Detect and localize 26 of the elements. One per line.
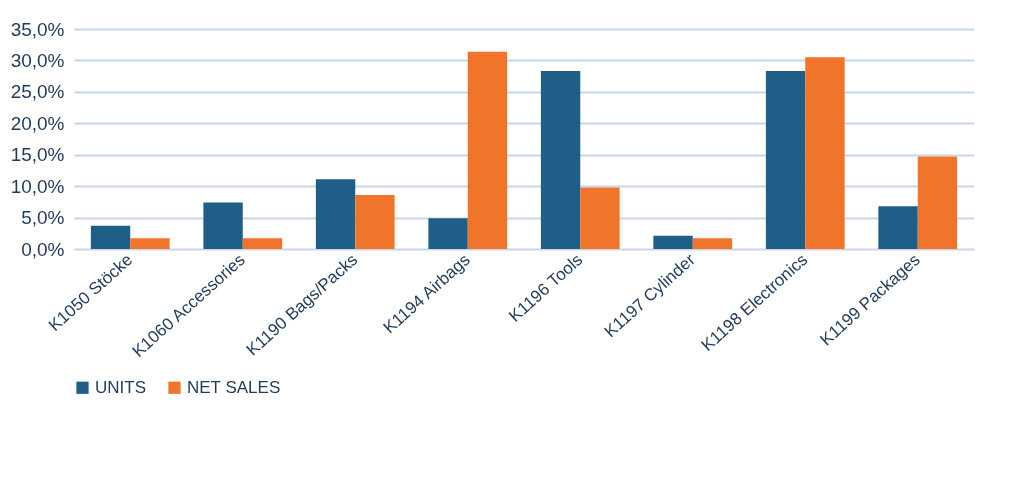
bar [428,218,468,249]
bar [242,238,283,249]
y-tick-label: 5,0% [21,207,65,229]
bar [467,51,508,249]
y-tick-label: 25,0% [10,81,65,103]
bar [653,235,693,249]
bar [805,57,845,249]
bar [878,206,918,249]
bar [90,225,131,249]
y-tick-label: 30,0% [10,49,65,71]
legend-label: UNITS [95,377,146,397]
bar [130,238,170,249]
bar [355,194,395,249]
y-tick-label: 10,0% [10,175,65,197]
legend-label: NET SALES [187,377,281,397]
bar [203,202,243,249]
y-tick-label: 20,0% [10,112,65,134]
y-tick-label: 0,0% [21,238,65,260]
y-tick-label: 35,0% [10,18,65,40]
bar [580,187,620,249]
bar [765,71,806,249]
bar [540,71,581,249]
bar [692,238,733,249]
bar [315,179,356,249]
y-tick-label: 15,0% [10,144,65,166]
bar [917,156,958,249]
